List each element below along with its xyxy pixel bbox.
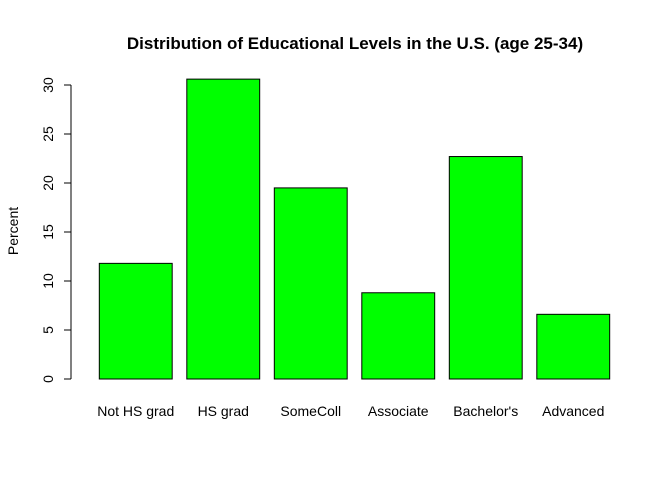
- bar: [448, 156, 523, 380]
- bar: [98, 262, 173, 380]
- category-label: HS grad: [198, 403, 249, 419]
- y-tick-label: 25: [40, 126, 56, 142]
- y-tick-label: 20: [40, 175, 56, 191]
- bars-group: [98, 78, 611, 380]
- category-label: Bachelor's: [453, 403, 518, 419]
- bar: [186, 78, 261, 380]
- bar: [361, 292, 436, 380]
- y-tick-label: 10: [40, 273, 56, 289]
- y-tick-label: 15: [40, 224, 56, 240]
- y-axis: 0 5 10 15 20 25 30: [40, 77, 72, 383]
- y-tick-label: 30: [40, 77, 56, 93]
- y-axis-label: Percent: [5, 207, 21, 255]
- category-label: SomeColl: [280, 403, 341, 419]
- chart-title: Distribution of Educational Levels in th…: [127, 34, 583, 53]
- y-tick-label: 0: [40, 375, 56, 383]
- bar: [536, 313, 611, 380]
- y-tick-label: 5: [40, 326, 56, 334]
- category-label: Not HS grad: [97, 403, 174, 419]
- category-label: Advanced: [542, 403, 604, 419]
- bar: [273, 187, 348, 380]
- category-labels: Not HS grad HS grad SomeColl Associate Bache…: [97, 403, 604, 419]
- category-label: Associate: [368, 403, 429, 419]
